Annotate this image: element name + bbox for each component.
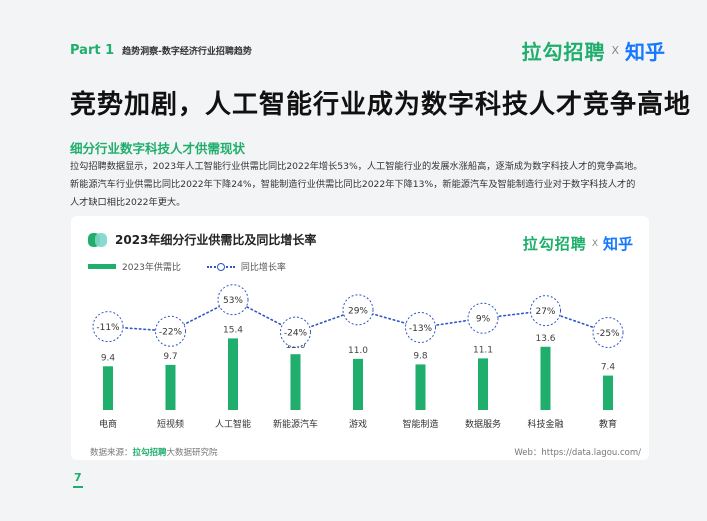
bar: [103, 366, 113, 410]
legend-bar-swatch: [88, 264, 116, 269]
bar: [415, 364, 426, 410]
bar-value-label: 9.8: [413, 351, 428, 361]
bar: [165, 364, 176, 410]
category-label: 科技金融: [527, 418, 563, 430]
growth-value-label: -25%: [596, 329, 620, 339]
bar: [228, 338, 238, 410]
legend-bar-label: 2023年供需比: [122, 263, 181, 273]
lagou-logo: 拉勾招聘: [521, 40, 606, 64]
growth-point: [217, 284, 249, 316]
bar-value-label: 15.4: [223, 325, 243, 335]
paragraph-line: 人才缺口相比2022年更大。: [70, 197, 186, 208]
source-suffix: 大数据研究院: [166, 448, 218, 458]
page-number-underline: [73, 486, 83, 488]
chart-card: 2023年细分行业供需比及同比增长率 拉勾招聘 X 知乎 2023年供需比 同比…: [71, 216, 649, 460]
category-label: 游戏: [349, 418, 367, 430]
page-title: 竞势加剧，人工智能行业成为数字科技人才竞争高地: [70, 90, 692, 120]
source-web: Web：https://data.lagou.com/: [514, 448, 641, 458]
zhihu-logo: 知乎: [625, 40, 665, 64]
bar: [478, 358, 488, 410]
chart-plot: 9.4电商-11%9.7短视频-22%15.4人工智能53%12.0新能源汽车-…: [92, 284, 624, 430]
bar: [290, 354, 301, 410]
growth-point: [280, 316, 311, 348]
source-brand: 拉勾招聘: [132, 448, 167, 458]
growth-point: [530, 295, 561, 327]
growth-point: [467, 302, 499, 334]
part-label-group: Part 1 趋势洞察-数字经济行业招聘趋势: [70, 43, 252, 58]
bar: [353, 358, 363, 410]
category-label: 电商: [99, 418, 117, 430]
growth-point: [342, 294, 374, 326]
category-label: 人工智能: [215, 418, 251, 430]
paragraph-line: 拉勾招聘数据显示，2023年人工智能行业供需比同比2022年增长53%，人工智能…: [70, 161, 643, 172]
bar-value-label: 7.4: [601, 363, 616, 373]
bar-value-label: 13.6: [535, 334, 555, 344]
subheading: 细分行业数字科技人才供需现状: [70, 141, 246, 156]
growth-point: [592, 317, 624, 348]
card-lagou-logo: 拉勾招聘: [522, 235, 587, 253]
card-brand-logos: 拉勾招聘 X 知乎: [523, 233, 633, 254]
card-logo-separator: X: [591, 238, 598, 249]
bar: [603, 375, 613, 410]
page-number: 7: [74, 471, 82, 484]
bar-value-label: 11.0: [348, 346, 368, 356]
growth-value-label: 29%: [348, 306, 368, 316]
intro-paragraph: 拉勾招聘数据显示，2023年人工智能行业供需比同比2022年增长53%，人工智能…: [70, 158, 670, 212]
brand-logos: 拉勾招聘 X 知乎: [521, 36, 665, 65]
bar-value-label: 9.7: [163, 352, 177, 362]
growth-value-label: -13%: [409, 324, 433, 334]
growth-value-label: -22%: [159, 328, 183, 338]
growth-value-label: 27%: [535, 307, 555, 317]
bar: [540, 346, 551, 410]
legend-line-label: 同比增长率: [240, 263, 286, 273]
chart-title: 2023年细分行业供需比及同比增长率: [115, 233, 317, 247]
category-label: 智能制造: [402, 418, 438, 430]
growth-value-label: 9%: [476, 315, 491, 325]
category-label: 新能源汽车: [273, 418, 318, 430]
logo-separator: X: [611, 44, 619, 57]
growth-point: [92, 311, 124, 343]
chart-card-icon: [88, 233, 107, 247]
bar-value-label: 11.1: [473, 345, 493, 355]
category-label: 数据服务: [465, 418, 501, 430]
part-label: Part 1: [70, 43, 115, 58]
growth-point: [155, 315, 186, 347]
data-source: 数据来源：拉勾招聘大数据研究院: [90, 446, 218, 458]
category-label: 教育: [599, 418, 617, 430]
paragraph-line: 新能源汽车行业供需比同比2022年下降24%，智能制造行业供需比同比2022年下…: [70, 179, 636, 190]
growth-value-label: -11%: [96, 323, 120, 333]
category-label: 短视频: [157, 418, 184, 430]
section-breadcrumb: 趋势洞察-数字经济行业招聘趋势: [122, 47, 252, 57]
source-prefix: 数据来源：: [90, 448, 133, 458]
chart-legend: 2023年供需比 同比增长率: [88, 260, 286, 273]
growth-value-label: -24%: [284, 329, 308, 339]
growth-point: [405, 311, 436, 343]
growth-value-label: 53%: [223, 296, 243, 306]
legend-line-swatch: [206, 262, 235, 271]
bar-value-label: 9.4: [101, 353, 116, 363]
card-zhihu-logo: 知乎: [602, 235, 633, 253]
